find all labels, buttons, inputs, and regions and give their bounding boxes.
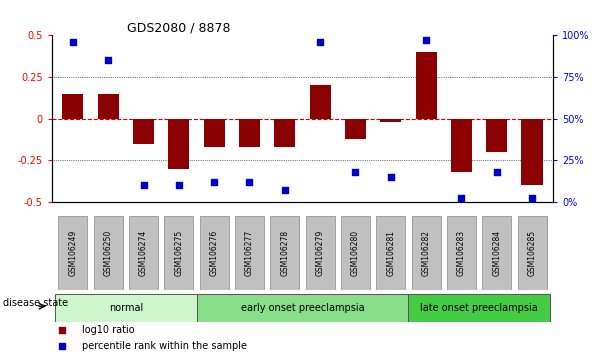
Bar bbox=[168, 119, 190, 169]
Text: late onset preeclampsia: late onset preeclampsia bbox=[420, 303, 538, 313]
Point bbox=[57, 327, 66, 333]
Point bbox=[209, 179, 219, 185]
FancyBboxPatch shape bbox=[482, 216, 511, 290]
Point bbox=[57, 343, 66, 349]
Point bbox=[527, 196, 537, 201]
Text: GSM106280: GSM106280 bbox=[351, 230, 360, 276]
Bar bbox=[451, 119, 472, 172]
FancyBboxPatch shape bbox=[376, 216, 406, 290]
Point bbox=[351, 169, 361, 175]
Point bbox=[492, 169, 502, 175]
Point bbox=[280, 187, 289, 193]
FancyBboxPatch shape bbox=[517, 216, 547, 290]
Text: GSM106277: GSM106277 bbox=[245, 230, 254, 276]
Text: GSM106278: GSM106278 bbox=[280, 230, 289, 276]
Text: normal: normal bbox=[109, 303, 143, 313]
Text: GSM106249: GSM106249 bbox=[68, 230, 77, 276]
Bar bbox=[486, 119, 507, 152]
FancyBboxPatch shape bbox=[58, 216, 88, 290]
Text: GDS2080 / 8878: GDS2080 / 8878 bbox=[127, 21, 230, 34]
Text: GSM106283: GSM106283 bbox=[457, 230, 466, 276]
Point bbox=[421, 38, 431, 43]
Bar bbox=[62, 93, 83, 119]
Text: GSM106279: GSM106279 bbox=[316, 230, 325, 276]
Bar bbox=[133, 119, 154, 143]
FancyBboxPatch shape bbox=[129, 216, 158, 290]
FancyBboxPatch shape bbox=[447, 216, 476, 290]
FancyBboxPatch shape bbox=[306, 216, 334, 290]
Text: GSM106275: GSM106275 bbox=[174, 230, 184, 276]
Bar bbox=[415, 52, 437, 119]
FancyBboxPatch shape bbox=[341, 216, 370, 290]
Point bbox=[139, 182, 148, 188]
Point bbox=[316, 39, 325, 45]
FancyBboxPatch shape bbox=[409, 294, 550, 322]
Point bbox=[103, 57, 113, 63]
Bar bbox=[380, 119, 401, 122]
FancyBboxPatch shape bbox=[196, 294, 409, 322]
Text: GSM106250: GSM106250 bbox=[104, 230, 112, 276]
Bar bbox=[345, 119, 366, 138]
Text: GSM106285: GSM106285 bbox=[528, 230, 537, 276]
Text: log10 ratio: log10 ratio bbox=[81, 325, 134, 335]
Bar bbox=[204, 119, 225, 147]
FancyBboxPatch shape bbox=[235, 216, 264, 290]
Point bbox=[174, 182, 184, 188]
Bar bbox=[239, 119, 260, 147]
Text: GSM106282: GSM106282 bbox=[421, 230, 430, 276]
Bar bbox=[98, 93, 119, 119]
Point bbox=[244, 179, 254, 185]
Text: GSM106284: GSM106284 bbox=[492, 230, 501, 276]
FancyBboxPatch shape bbox=[55, 294, 196, 322]
FancyBboxPatch shape bbox=[412, 216, 441, 290]
Text: early onset preeclampsia: early onset preeclampsia bbox=[241, 303, 364, 313]
FancyBboxPatch shape bbox=[199, 216, 229, 290]
Bar bbox=[274, 119, 295, 147]
FancyBboxPatch shape bbox=[271, 216, 299, 290]
Point bbox=[457, 196, 466, 201]
Text: GSM106274: GSM106274 bbox=[139, 230, 148, 276]
Bar bbox=[309, 85, 331, 119]
Point bbox=[68, 39, 78, 45]
Text: GSM106281: GSM106281 bbox=[386, 230, 395, 276]
FancyBboxPatch shape bbox=[164, 216, 193, 290]
Point bbox=[386, 174, 396, 179]
Text: GSM106276: GSM106276 bbox=[210, 230, 219, 276]
Text: disease state: disease state bbox=[3, 298, 68, 308]
FancyBboxPatch shape bbox=[94, 216, 123, 290]
Bar bbox=[522, 119, 543, 185]
Text: percentile rank within the sample: percentile rank within the sample bbox=[81, 341, 247, 351]
